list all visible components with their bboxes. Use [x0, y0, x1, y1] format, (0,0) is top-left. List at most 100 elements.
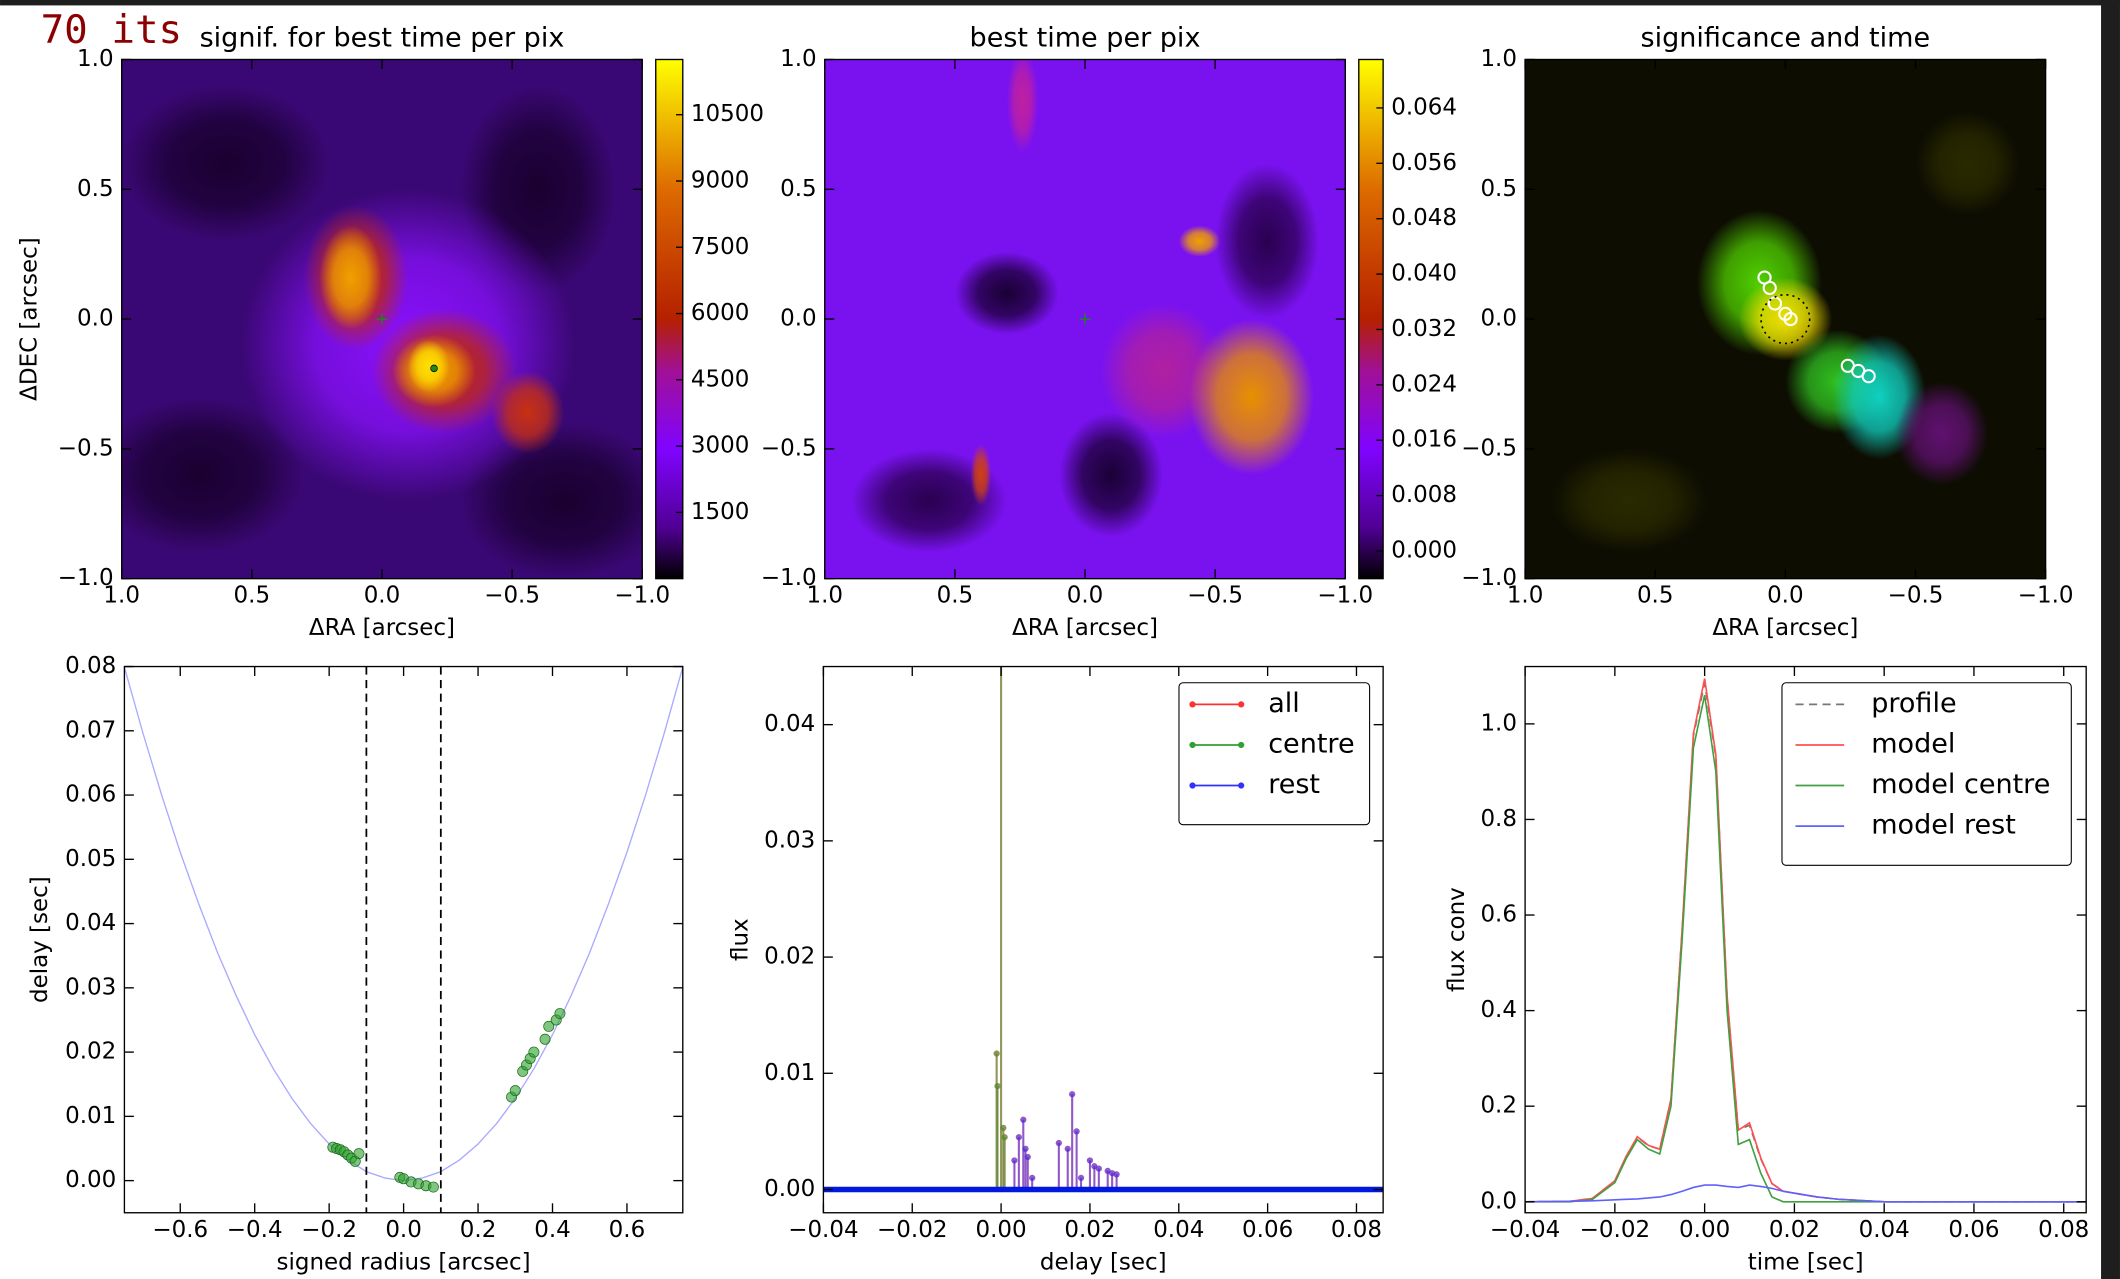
- y-tick-label: 0.5: [77, 176, 114, 202]
- centre-marker: [1079, 313, 1091, 325]
- stem-marker: [1077, 1174, 1085, 1181]
- y-tick-label: 0.0: [1480, 1188, 1517, 1214]
- y-tick-label: 0.08: [65, 653, 116, 679]
- x-tick-label: 0.06: [1242, 1217, 1293, 1243]
- x-tick-label: 0.0: [1067, 583, 1104, 609]
- legend-label: profile: [1871, 688, 1956, 719]
- x-axis-label: signed radius [arcsec]: [277, 1249, 531, 1275]
- chart-title: signif. for best time per pix: [200, 23, 565, 54]
- colorbar: [655, 58, 684, 580]
- colorbar-tick-label: 0.016: [1391, 427, 1457, 453]
- data-point: [353, 1148, 365, 1160]
- y-tick-label: 0.02: [764, 944, 815, 970]
- stem-marker: [1069, 1091, 1076, 1098]
- centre-marker: [376, 313, 388, 325]
- position-marker: [1783, 311, 1798, 327]
- x-axis-label: ΔRA [arcsec]: [1712, 615, 1858, 641]
- data-point: [554, 1008, 566, 1020]
- plot-area: [121, 59, 643, 579]
- iteration-counter: 70 its: [41, 8, 183, 53]
- x-tick-label: −0.5: [1888, 583, 1944, 609]
- colorbar-tick-label: 0.064: [1391, 94, 1457, 120]
- chart-title: significance and time: [1641, 23, 1931, 54]
- x-tick-label: −0.2: [301, 1217, 357, 1243]
- x-tick-label: 0.00: [1679, 1217, 1730, 1243]
- x-tick-label: 0.5: [937, 583, 974, 609]
- colorbar: [1358, 58, 1384, 580]
- data-point: [543, 1020, 555, 1032]
- stem-marker: [1113, 1171, 1120, 1178]
- y-tick-label: −1.0: [761, 565, 817, 591]
- heatmap-blob: [121, 85, 330, 242]
- x-tick-label: 0.6: [609, 1217, 646, 1243]
- x-tick-label: 0.06: [1948, 1217, 1999, 1243]
- y-tick-label: −1.0: [58, 565, 114, 591]
- x-tick-label: −1.0: [2018, 583, 2074, 609]
- heatmap-blob: [1058, 412, 1164, 538]
- colorbar-tick-label: 1500: [691, 499, 749, 525]
- window-edge: [2101, 0, 2120, 1279]
- heatmap-blob: [121, 396, 304, 553]
- stem-marker: [994, 1082, 1001, 1090]
- x-tick-label: 0.5: [1637, 583, 1674, 609]
- y-tick-label: 0.2: [1480, 1093, 1517, 1119]
- y-tick-label: 0.4: [1480, 997, 1517, 1023]
- y-tick-label: 0.01: [65, 1103, 116, 1129]
- x-tick-label: 0.0: [364, 583, 401, 609]
- x-axis-label: ΔRA [arcsec]: [1012, 615, 1158, 641]
- x-tick-label: −1.0: [614, 583, 670, 609]
- heatmap-blob: [1215, 163, 1320, 320]
- colorbar-tick-label: 4500: [691, 366, 749, 392]
- legend-marker: [1189, 782, 1196, 789]
- stem-marker: [1015, 1134, 1022, 1141]
- x-tick-label: 0.2: [460, 1217, 497, 1243]
- y-tick-label: 0.5: [780, 176, 817, 202]
- y-axis-label: ΔDEC [arcsec]: [16, 237, 42, 401]
- heatmap-blob: [407, 339, 450, 392]
- colorbar-tick-label: 0.000: [1391, 537, 1457, 563]
- legend-marker: [1238, 782, 1245, 789]
- y-tick-label: 0.6: [1480, 902, 1517, 928]
- stem-marker: [1073, 1128, 1080, 1135]
- legend-label: model centre: [1871, 769, 2050, 800]
- legend-label: all: [1268, 688, 1300, 719]
- data-point: [539, 1033, 551, 1045]
- colorbar-tick-label: 0.040: [1391, 261, 1457, 287]
- x-tick-label: −0.5: [1187, 583, 1243, 609]
- window-edge: [0, 0, 2120, 6]
- axes-frame: [1524, 665, 2087, 1214]
- y-axis-label: flux conv: [1444, 887, 1470, 992]
- plot-area: [824, 59, 1346, 579]
- y-tick-label: 0.03: [764, 827, 815, 853]
- x-tick-label: 0.08: [2038, 1217, 2089, 1243]
- plot-area: [124, 666, 683, 1213]
- y-tick-label: 0.00: [764, 1176, 815, 1202]
- legend-box: [1781, 682, 2072, 866]
- x-tick-label: −0.02: [1580, 1217, 1650, 1243]
- stem-marker: [1086, 1157, 1094, 1164]
- x-tick-label: 0.4: [534, 1217, 571, 1243]
- x-axis-label: ΔRA [arcsec]: [309, 615, 455, 641]
- stem-marker: [993, 1050, 1000, 1057]
- position-marker: [1767, 296, 1783, 311]
- x-tick-label: 0.0: [1767, 583, 1804, 609]
- colorbar-tick-label: 0.048: [1391, 205, 1457, 231]
- x-tick-label: 0.5: [234, 583, 271, 609]
- legend-label: rest: [1268, 769, 1320, 800]
- y-tick-label: 0.04: [764, 711, 815, 737]
- legend-label: model rest: [1871, 810, 2016, 841]
- x-tick-label: 0.02: [1064, 1217, 1115, 1243]
- position-marker: [1861, 369, 1876, 384]
- series-line: [1525, 1184, 2087, 1203]
- x-tick-label: −0.02: [877, 1217, 947, 1243]
- colorbar-tick-label: 7500: [691, 234, 749, 260]
- x-axis-label: time [sec]: [1748, 1249, 1864, 1275]
- stem-marker: [1095, 1165, 1102, 1172]
- x-tick-label: −0.6: [152, 1217, 208, 1243]
- x-tick-label: 1.0: [806, 583, 843, 609]
- colorbar-tick-label: 3000: [691, 433, 749, 459]
- data-point: [427, 1181, 439, 1193]
- chart-title: best time per pix: [970, 23, 1201, 54]
- x-tick-label: −0.4: [227, 1217, 283, 1243]
